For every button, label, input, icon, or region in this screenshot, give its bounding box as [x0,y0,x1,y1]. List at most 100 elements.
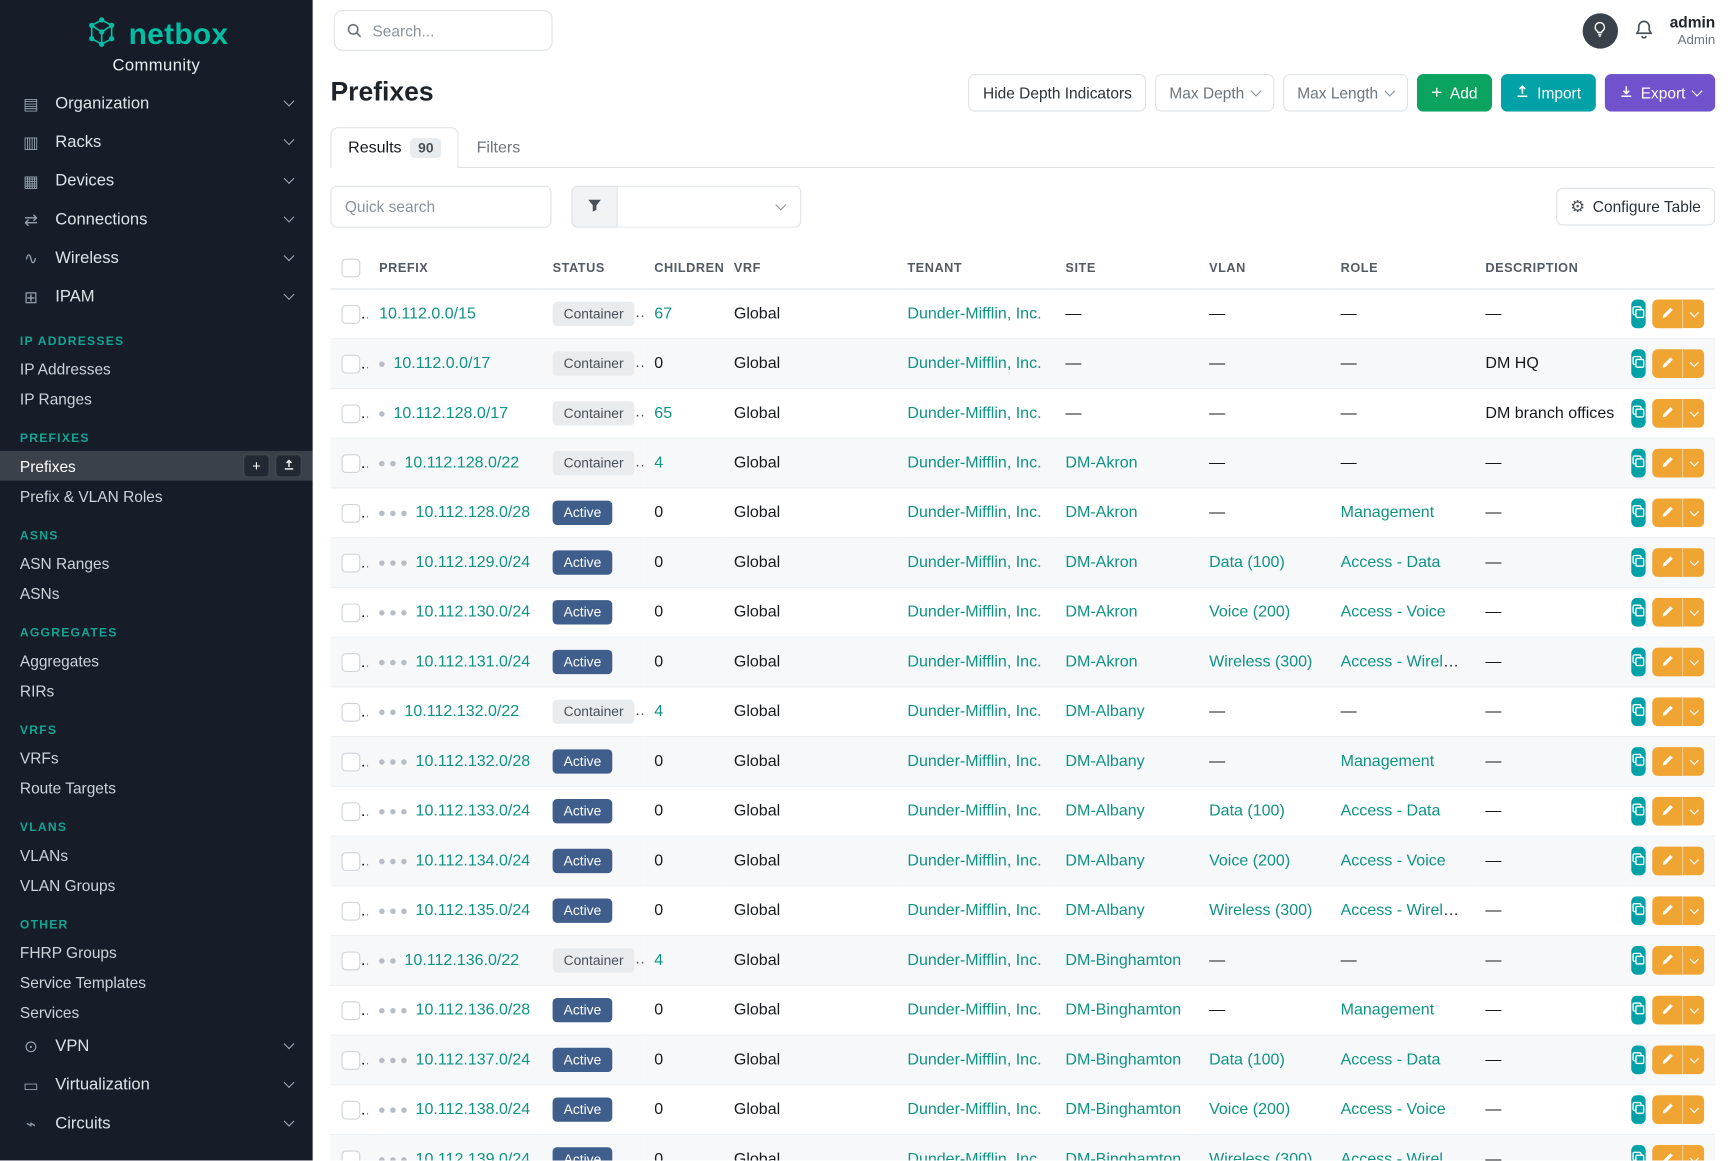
children-link[interactable]: 65 [654,404,673,423]
quick-import-button[interactable] [275,454,302,478]
edit-button[interactable] [1652,946,1683,975]
tenant-link[interactable]: Dunder-Mifflin, Inc. [907,553,1042,572]
sidebar-item-aggregates[interactable]: Aggregates + [19,651,100,670]
edit-button[interactable] [1652,647,1683,677]
copy-button[interactable] [1631,846,1646,876]
configure-table-button[interactable]: ⚙ Configure Table [1555,187,1716,226]
role-link[interactable]: Access - Voice [1340,603,1446,622]
vlan-link[interactable]: Voice (200) [1209,603,1291,622]
row-checkbox[interactable] [341,1050,361,1070]
prefix-link[interactable]: 10.112.129.0/24 [415,553,531,572]
edit-dropdown-button[interactable] [1682,1095,1705,1124]
tenant-link[interactable]: Dunder-Mifflin, Inc. [907,951,1042,970]
column-header-site[interactable]: SITE [1054,247,1199,290]
edit-dropdown-button[interactable] [1682,697,1705,727]
children-link[interactable]: 67 [654,305,673,323]
row-checkbox[interactable] [341,951,361,970]
site-link[interactable]: DM-Akron [1065,454,1138,472]
copy-button[interactable] [1631,548,1646,577]
edit-dropdown-button[interactable] [1682,597,1705,627]
edit-dropdown-button[interactable] [1682,498,1705,528]
global-search-input[interactable] [333,9,553,51]
prefix-link[interactable]: 10.112.132.0/22 [404,702,520,721]
copy-button[interactable] [1631,796,1646,826]
edit-button[interactable] [1652,1095,1683,1124]
select-all-checkbox[interactable] [341,258,361,278]
edit-dropdown-button[interactable] [1682,896,1705,926]
copy-button[interactable] [1631,398,1646,428]
sidebar-item-vpn[interactable]: ⊙ VPN [0,1027,313,1066]
site-link[interactable]: DM-Albany [1065,802,1145,821]
export-button[interactable]: Export [1604,74,1716,112]
copy-button[interactable] [1631,299,1646,329]
quick-search-input[interactable] [330,185,552,228]
sidebar-item-devices[interactable]: ▦ Devices [0,161,313,200]
site-link[interactable]: DM-Binghamton [1065,1051,1182,1069]
tenant-link[interactable]: Dunder-Mifflin, Inc. [907,1150,1042,1161]
column-header-status[interactable]: STATUS [541,247,644,290]
copy-button[interactable] [1631,697,1646,727]
prefix-link[interactable]: 10.112.134.0/24 [415,852,531,870]
max-length-dropdown[interactable]: Max Length [1282,74,1409,112]
quick-add-button[interactable]: + [243,454,270,478]
sidebar-item-asns[interactable]: ASNs + [19,584,60,602]
edit-dropdown-button[interactable] [1682,946,1705,975]
saved-filter-select[interactable] [617,185,802,228]
max-depth-dropdown[interactable]: Max Depth [1155,74,1275,112]
vlan-link[interactable]: Voice (200) [1209,1100,1291,1119]
sidebar-item-prefix-vlan-roles[interactable]: Prefix & VLAN Roles + [19,486,163,505]
sidebar-item-organization[interactable]: ▤ Organization [0,84,313,123]
prefix-link[interactable]: 10.112.136.0/28 [415,1001,531,1019]
copy-button[interactable] [1631,448,1646,478]
vlan-link[interactable]: Data (100) [1209,802,1285,821]
edit-dropdown-button[interactable] [1682,299,1705,329]
notifications-button[interactable] [1633,18,1654,42]
sidebar-item-asn-ranges[interactable]: ASN Ranges + [19,554,110,572]
tenant-link[interactable]: Dunder-Mifflin, Inc. [907,752,1042,771]
edit-button[interactable] [1652,548,1683,577]
edit-button[interactable] [1652,747,1683,776]
edit-dropdown-button[interactable] [1682,796,1705,826]
add-button[interactable]: + Add [1416,74,1492,112]
sidebar-item-prefixes[interactable]: Prefixes + [0,450,313,481]
edit-button[interactable] [1652,1045,1683,1075]
sidebar-item-ip-ranges[interactable]: IP Ranges + [19,389,92,408]
sidebar-item-racks[interactable]: ▥ Racks [0,123,313,162]
role-link[interactable]: Access - Wireless [1340,653,1468,671]
copy-button[interactable] [1631,995,1646,1025]
column-header-prefix[interactable]: PREFIX [368,247,542,290]
prefix-link[interactable]: 10.112.128.0/28 [415,503,531,522]
copy-button[interactable] [1631,946,1646,975]
column-header-vlan[interactable]: VLAN [1198,247,1330,290]
edit-dropdown-button[interactable] [1682,995,1705,1025]
site-link[interactable]: DM-Binghamton [1065,1150,1182,1161]
role-link[interactable]: Management [1340,752,1435,771]
vlan-link[interactable]: Data (100) [1209,553,1285,572]
prefix-link[interactable]: 10.112.130.0/24 [415,603,531,622]
edit-dropdown-button[interactable] [1682,548,1705,577]
vlan-link[interactable]: Wireless (300) [1209,653,1313,671]
tenant-link[interactable]: Dunder-Mifflin, Inc. [907,1001,1042,1019]
tenant-link[interactable]: Dunder-Mifflin, Inc. [907,653,1042,671]
row-checkbox[interactable] [341,1000,361,1020]
tenant-link[interactable]: Dunder-Mifflin, Inc. [907,852,1042,870]
sidebar-item-service-templates[interactable]: Service Templates + [19,973,147,991]
sidebar-item-fhrp-groups[interactable]: FHRP Groups + [19,943,117,961]
row-checkbox[interactable] [341,801,361,821]
copy-button[interactable] [1631,349,1646,378]
row-checkbox[interactable] [341,702,361,722]
prefix-link[interactable]: 10.112.0.0/15 [379,305,476,323]
row-checkbox[interactable] [341,354,361,374]
prefix-link[interactable]: 10.112.136.0/22 [404,951,520,970]
edit-dropdown-button[interactable] [1682,747,1705,776]
role-link[interactable]: Access - Voice [1340,852,1446,870]
prefix-link[interactable]: 10.112.137.0/24 [415,1051,531,1069]
row-checkbox[interactable] [341,602,361,622]
sidebar-item-ipam[interactable]: ⊞ IPAM [0,277,313,316]
column-header-children[interactable]: CHILDREN [643,247,724,290]
children-link[interactable]: 4 [654,951,664,970]
site-link[interactable]: DM-Binghamton [1065,951,1182,970]
copy-button[interactable] [1631,896,1646,926]
edit-button[interactable] [1652,597,1683,627]
copy-button[interactable] [1631,597,1646,627]
